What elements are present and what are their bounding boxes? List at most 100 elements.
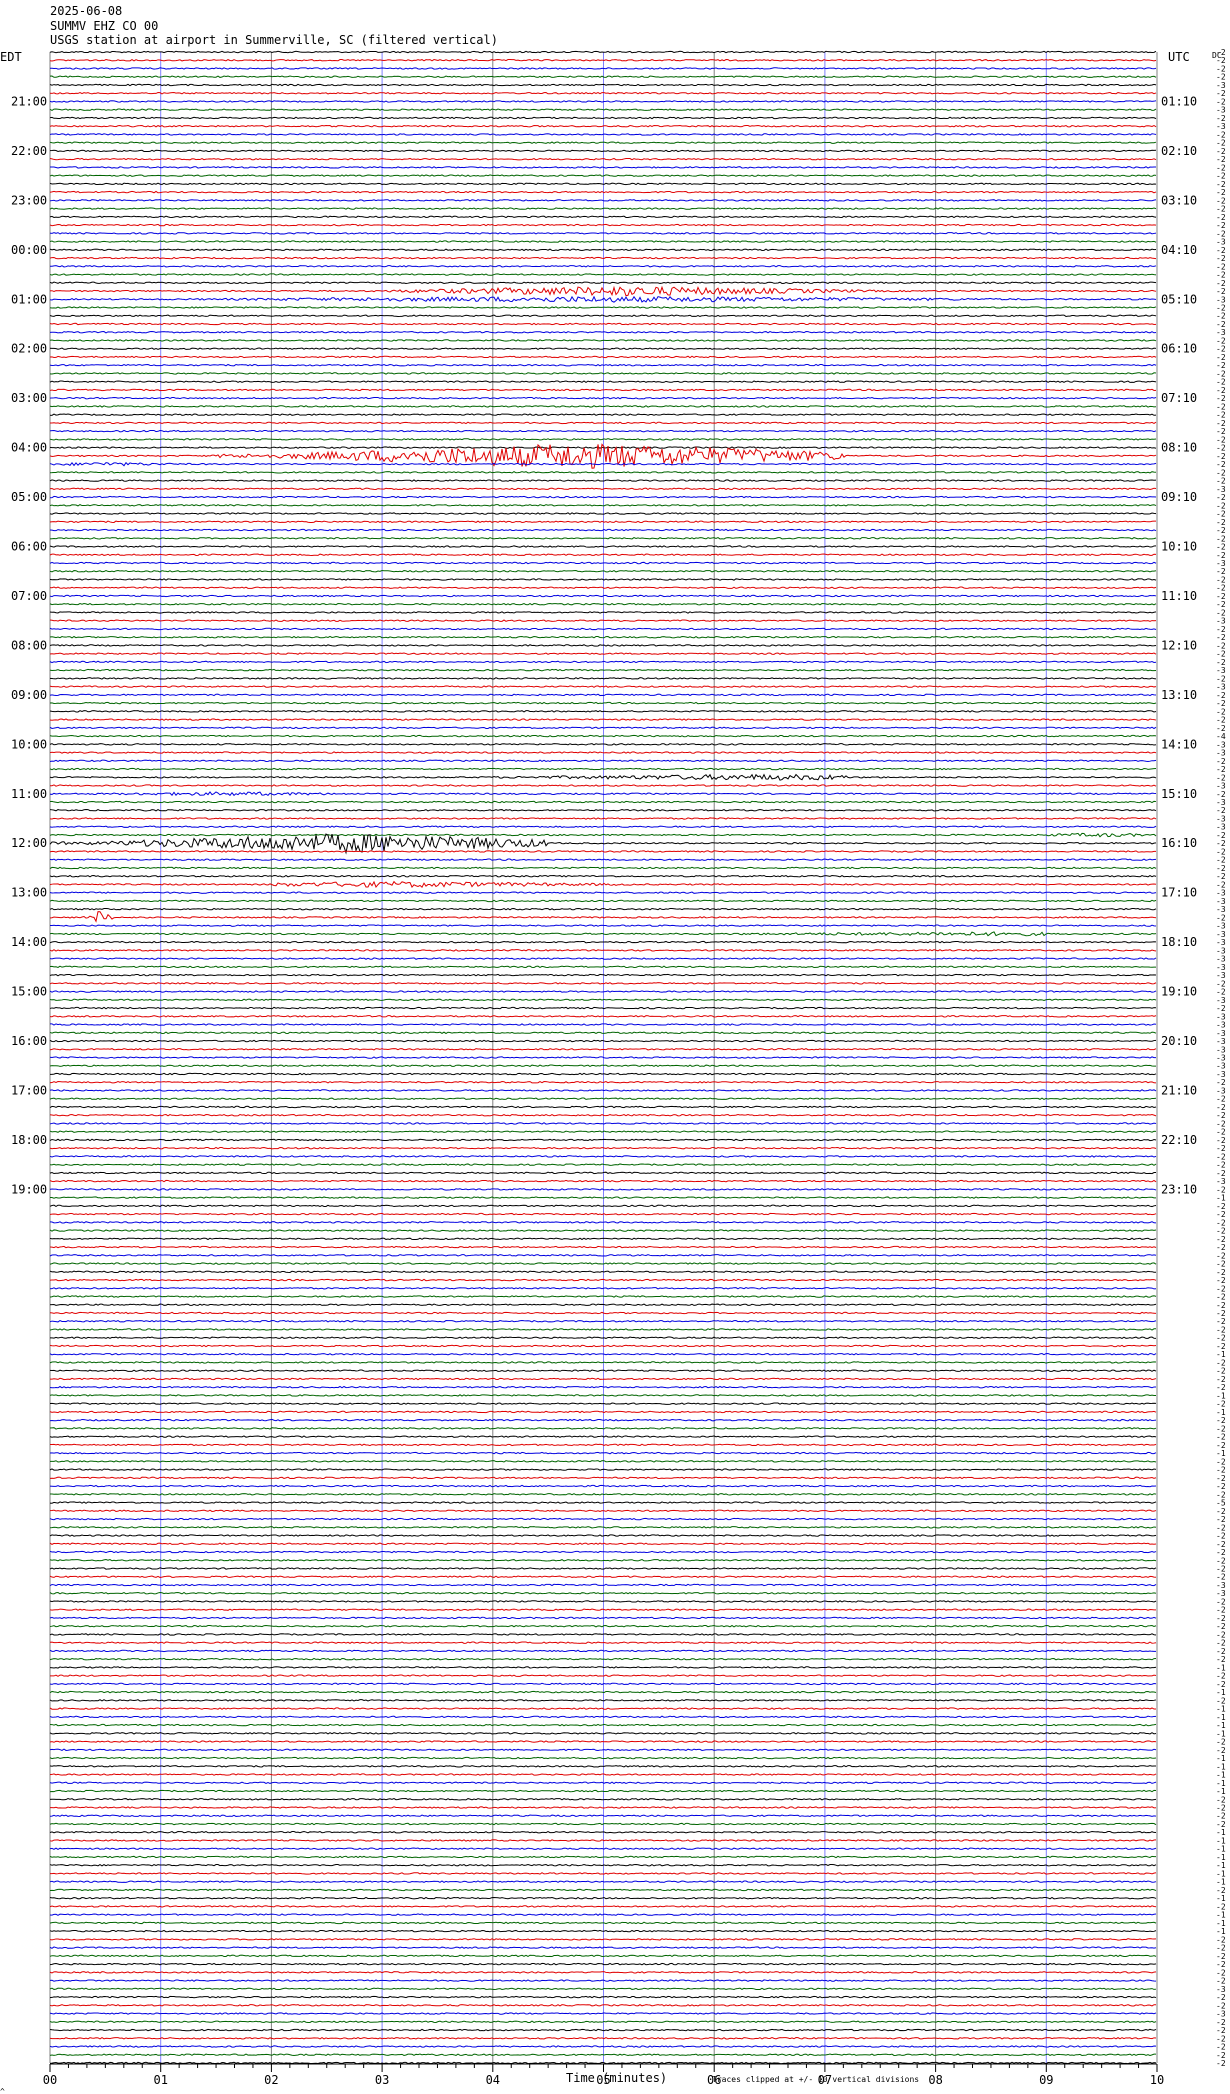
- trace-row-43: [49, 405, 1157, 408]
- trace-row-60: [49, 545, 1157, 548]
- dc-offset-label: -2: [1216, 1746, 1226, 1755]
- trace-row-157: [49, 1344, 1157, 1348]
- dc-offset-label: -2: [1216, 658, 1226, 667]
- right-hour-label: 01:10: [1161, 94, 1197, 108]
- trace-row-78: [49, 693, 1157, 697]
- dc-offset-label: -2: [1216, 89, 1226, 98]
- dc-offset-label: -2: [1216, 1597, 1226, 1606]
- trace-row-171: [49, 1460, 1157, 1463]
- dc-offset-label: -3: [1216, 106, 1226, 115]
- dc-offset-label: -2: [1216, 345, 1226, 354]
- right-hour-label: 11:10: [1161, 589, 1197, 603]
- trace-row-17: [49, 190, 1157, 194]
- trace-row-100: [49, 874, 1157, 878]
- dc-offset-label: -2: [1216, 1004, 1226, 1013]
- dc-offset-label: -2: [1216, 205, 1226, 214]
- trace-row-82: [49, 726, 1157, 730]
- trace-row-135: [49, 1163, 1157, 1166]
- right-hour-label: 20:10: [1161, 1034, 1197, 1048]
- dc-offset-label: -2: [1216, 1532, 1226, 1541]
- right-hour-label: 12:10: [1161, 638, 1197, 652]
- dc-offset-label: -2: [1216, 633, 1226, 642]
- trace-row-175: [49, 1493, 1157, 1496]
- dc-offset-label: -2: [1216, 1152, 1226, 1161]
- dc-offset-label: -3: [1216, 889, 1226, 898]
- trace-row-97: [49, 850, 1157, 853]
- dc-offset-label: -3: [1216, 328, 1226, 337]
- dc-offset-label: -3: [1216, 295, 1226, 304]
- dc-offset-label: -2: [1216, 1968, 1226, 1977]
- right-hour-label: 08:10: [1161, 441, 1197, 455]
- trace-row-6: [49, 100, 1157, 103]
- left-hour-label: 05:00: [11, 490, 47, 504]
- dc-offset-label: -2: [1216, 510, 1226, 519]
- trace-row-240: [49, 2028, 1157, 2032]
- dc-offset-label: -1: [1216, 1729, 1226, 1738]
- trace-row-141: [49, 1212, 1157, 1216]
- trace-row-194: [49, 1649, 1157, 1653]
- trace-row-186: [49, 1583, 1157, 1587]
- dc-offset-label: -2: [1216, 979, 1226, 988]
- dc-offset-label: -2: [1216, 1161, 1226, 1170]
- trace-row-28: [49, 281, 1157, 285]
- dc-offset-label: -2: [1216, 2018, 1226, 2027]
- dc-offset-label: -1: [1216, 1408, 1226, 1417]
- dc-offset-label: -3: [1216, 122, 1226, 131]
- trace-row-179: [49, 1526, 1157, 1529]
- dc-offset-label: -3: [1216, 938, 1226, 947]
- dc-offset-label: -2: [1216, 641, 1226, 650]
- trace-row-126: [49, 1089, 1157, 1092]
- dc-offset-label: -2: [1216, 1474, 1226, 1483]
- trace-row-26: [49, 265, 1157, 268]
- dc-offset-label: -2: [1216, 872, 1226, 881]
- trace-row-220: [49, 1863, 1157, 1867]
- dc-offset-label: -2: [1216, 180, 1226, 189]
- trace-row-188: [49, 1600, 1157, 1603]
- trace-row-147: [49, 1262, 1157, 1265]
- dc-offset-label: -2: [1216, 147, 1226, 156]
- dc-offset-label: -2: [1216, 2034, 1226, 2043]
- dc-offset-label: -2: [1216, 1672, 1226, 1681]
- trace-row-181: [49, 1542, 1157, 1546]
- dc-offset-label: -1: [1216, 1861, 1226, 1870]
- dc-offset-label: -2: [1216, 1564, 1226, 1573]
- trace-row-45: [49, 421, 1157, 425]
- dc-offset-label: -1: [1216, 1771, 1226, 1780]
- trace-row-101: [49, 880, 1157, 889]
- trace-row-42: [49, 396, 1157, 400]
- dc-offset-label: -2: [1216, 1515, 1226, 1524]
- dc-offset-label: -2: [1216, 724, 1226, 733]
- trace-row-144: [49, 1237, 1157, 1241]
- dc-offset-label: -2: [1216, 864, 1226, 873]
- corner-mark: ^: [0, 2087, 5, 2094]
- dc-offset-label: -2: [1216, 1284, 1226, 1293]
- trace-row-218: [49, 1847, 1157, 1850]
- dc-offset-label: -2: [1216, 584, 1226, 593]
- trace-row-143: [49, 1229, 1157, 1232]
- trace-row-83: [49, 734, 1157, 738]
- trace-row-236: [49, 1995, 1157, 1999]
- trace-row-55: [49, 504, 1157, 507]
- dc-offset-label: -2: [1216, 757, 1226, 766]
- dc-offset-label: -2: [1216, 1622, 1226, 1631]
- trace-row-106: [49, 924, 1157, 927]
- dc-offset-label: -2: [1216, 1309, 1226, 1318]
- trace-row-244: [49, 2061, 1157, 2065]
- trace-row-200: [49, 1699, 1157, 1702]
- dc-offset-label: -2: [1216, 1119, 1226, 1128]
- trace-row-219: [49, 1855, 1157, 1859]
- trace-row-88: [49, 773, 1157, 781]
- dc-offset-label: -2: [1216, 880, 1226, 889]
- dc-offset-label: -2: [1216, 1441, 1226, 1450]
- dc-offset-label: -2: [1216, 1111, 1226, 1120]
- trace-row-87: [49, 767, 1157, 771]
- dc-offset-label: -2: [1216, 707, 1226, 716]
- dc-offset-label: -2: [1216, 1812, 1226, 1821]
- dc-offset-label: -2: [1216, 1630, 1226, 1639]
- dc-offset-label: -2: [1216, 493, 1226, 502]
- dc-offset-label: -2: [1216, 1416, 1226, 1425]
- dc-offset-label: -3: [1216, 1985, 1226, 1994]
- trace-row-4: [49, 83, 1157, 87]
- trace-row-54: [49, 495, 1157, 499]
- right-hour-label: 22:10: [1161, 1133, 1197, 1147]
